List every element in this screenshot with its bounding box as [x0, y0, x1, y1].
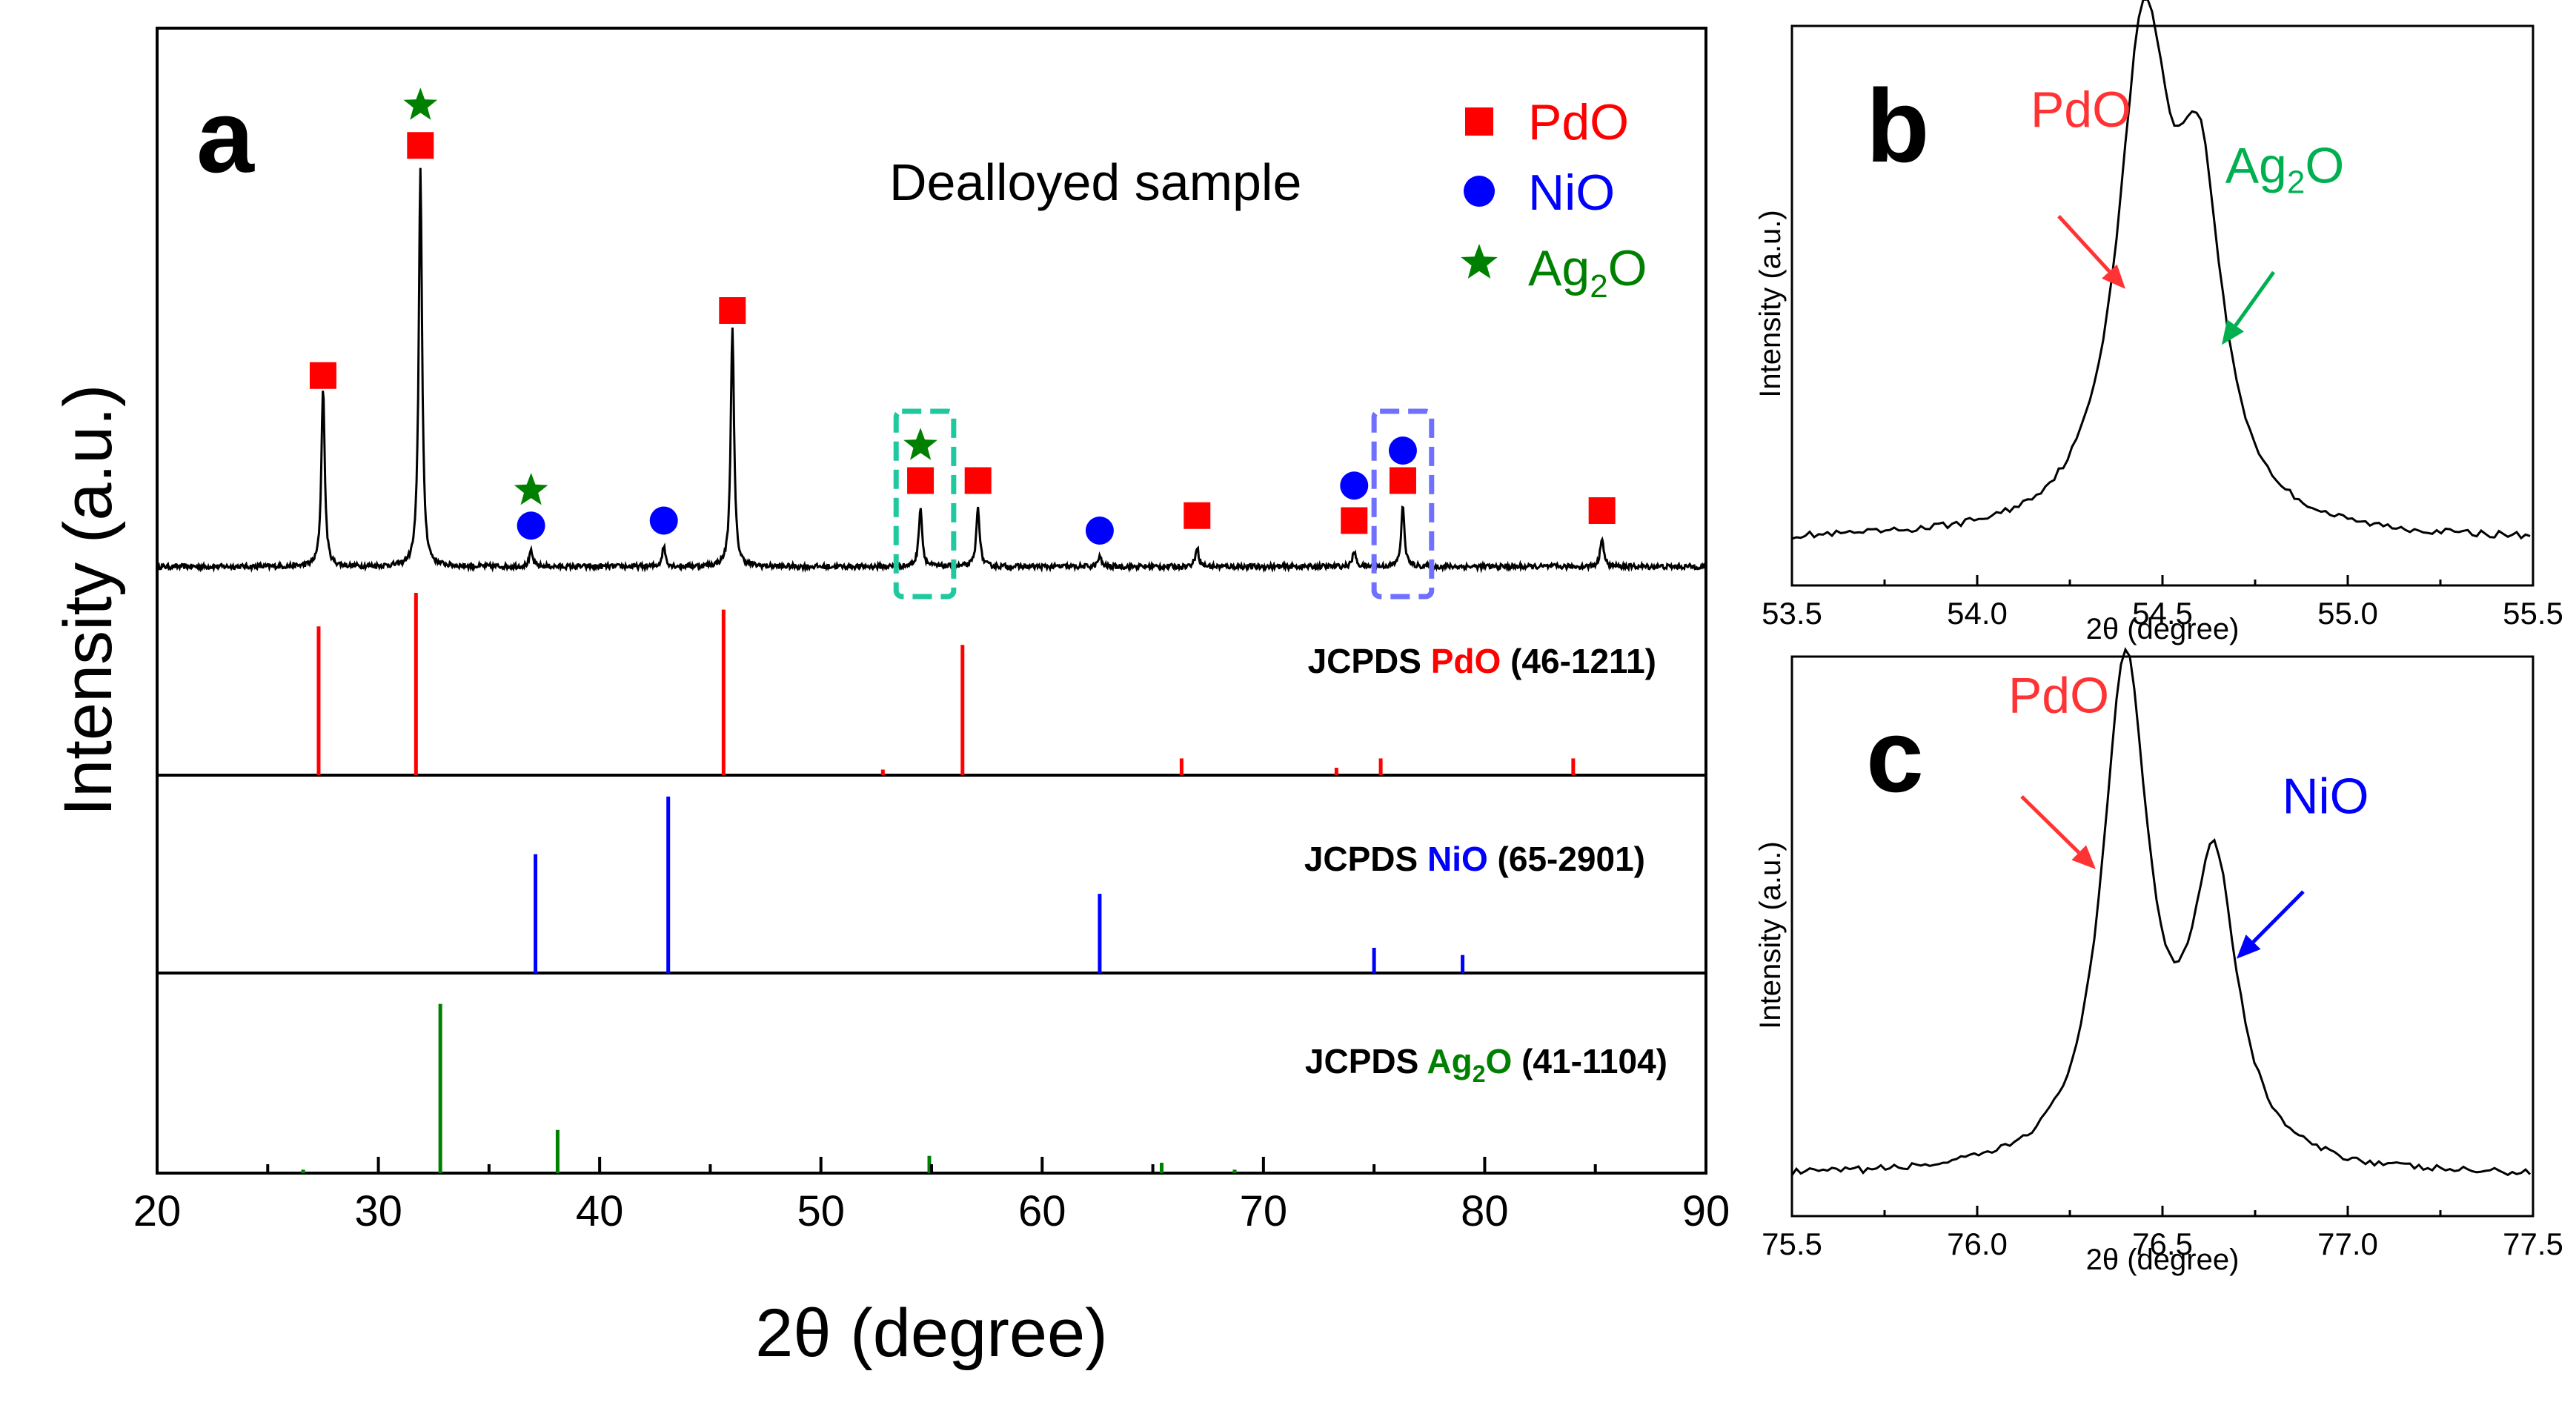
panel-b-annotation-arrowhead-0 — [2102, 264, 2125, 289]
peak-marker-nio-15 — [1388, 436, 1417, 465]
reference-pdo: JCPDS PdO (46-1211) — [316, 593, 1656, 775]
panel-a-x-tick-label-80: 80 — [1461, 1187, 1509, 1235]
panel-b-annotation-arrow-1 — [2234, 270, 2276, 327]
panel-b-x-axis-title: 2θ (degree) — [2086, 613, 2240, 645]
panel-b-x-tick-label-55-5: 55.5 — [2503, 596, 2563, 631]
panel-c-annotation-arrow-1 — [2251, 890, 2305, 943]
panel-b-x-tick-label-53-5: 53.5 — [1762, 596, 1822, 631]
panel-a-y-axis-title: Intensity (a.u.) — [50, 385, 126, 817]
panel-c-trace — [1790, 647, 2532, 1177]
panel-a-x-tick-label-70: 70 — [1240, 1187, 1288, 1235]
panel-c-x-axis-title: 2θ (degree) — [2086, 1244, 2240, 1276]
panel-c-x-tick-label-76-5: 76.5 — [2132, 1226, 2193, 1261]
peak-marker-pdo-0 — [309, 362, 336, 389]
panel-a-sample-label: Dealloyed sample — [889, 153, 1301, 211]
panel-b-annotation-0: PdO — [2031, 82, 2131, 138]
peak-marker-pdo-9 — [964, 467, 992, 494]
legend-label-ag2o: Ag2O — [1528, 240, 1647, 305]
panel-b-x-tick-label-54-5: 54.5 — [2132, 596, 2193, 631]
panel-b-x-tick-label-54: 54.0 — [1947, 596, 2008, 631]
peak-marker-pdo-11 — [1184, 502, 1211, 529]
peak-marker-pdo-6 — [719, 297, 746, 324]
panel-b-annotation-1: Ag2O — [2225, 137, 2345, 200]
panel-b-y-axis-title: Intensity (a.u.) — [1754, 210, 1787, 397]
panel-b-x-axis: 53.5 54.0 54.5 55.0 55.5 — [1762, 575, 2563, 631]
legend-marker-nio — [1464, 176, 1495, 207]
panel-a-x-tick-label-20: 20 — [133, 1187, 182, 1235]
panel-b-x-tick-label-55: 55.0 — [2317, 596, 2378, 631]
panel-a-letter: a — [196, 78, 255, 194]
panel-c-annotation-arrow-0 — [2020, 794, 2080, 854]
peak-marker-nio-3 — [517, 511, 545, 540]
panel-b-annotation-arrow-0 — [2057, 215, 2111, 273]
panel-c-x-tick-label-76: 76.0 — [1947, 1226, 2008, 1261]
peak-marker-ag2o-2 — [403, 87, 438, 120]
peak-marker-pdo-12 — [1341, 507, 1368, 534]
panel-c: c PdO NiO 75.5 76.0 76.5 77.0 77.5 2θ (degree… — [1754, 647, 2563, 1276]
peak-marker-pdo-1 — [407, 132, 434, 159]
panel-a-x-tick-label-60: 60 — [1018, 1187, 1066, 1235]
panel-c-x-axis: 75.5 76.0 76.5 77.0 77.5 — [1762, 1206, 2563, 1261]
peak-marker-pdo-7 — [907, 467, 935, 494]
peak-marker-pdo-14 — [1389, 467, 1416, 494]
legend-label-pdo: PdO — [1528, 94, 1629, 150]
panel-c-annotation-0: PdO — [2008, 668, 2109, 724]
reference-nio-label: JCPDS NiO (65-2901) — [1304, 840, 1645, 878]
peak-marker-nio-13 — [1340, 471, 1369, 500]
panel-a-x-axis: 20 30 40 50 60 70 80 90 — [133, 1157, 1730, 1235]
panel-b-trace — [1791, 0, 2531, 540]
highlight-box-1 — [1371, 408, 1435, 600]
peak-marker-ag2o-4 — [514, 473, 548, 505]
panel-a-legend: PdO NiO Ag2O — [1461, 94, 1647, 305]
legend-marker-ag2o — [1461, 244, 1498, 279]
panel-c-annotation-arrowhead-1 — [2237, 934, 2261, 959]
panel-c-x-tick-label-75-5: 75.5 — [1762, 1226, 1822, 1261]
panel-a-highlight-boxes — [893, 408, 1435, 600]
panel-c-xrd-trace — [1790, 647, 2532, 1177]
panel-c-y-axis-title: Intensity (a.u.) — [1754, 841, 1787, 1029]
peak-marker-nio-10 — [1085, 517, 1114, 545]
panel-c-annotations: PdO NiO — [2008, 668, 2369, 959]
panel-c-annotation-1: NiO — [2282, 768, 2368, 824]
highlight-box-0 — [893, 408, 957, 600]
panel-a-peak-markers — [309, 87, 1616, 545]
panel-a-x-tick-label-90: 90 — [1682, 1187, 1730, 1235]
panel-c-letter: c — [1866, 697, 1924, 814]
panel-b: b PdO Ag2O 53.5 54.0 54.5 55.0 55.5 2θ (degre… — [1754, 0, 2563, 645]
reference-ag2o-label: JCPDS Ag2O (41-1104) — [1305, 1042, 1667, 1087]
panel-a: a Dealloyed sample PdO NiO Ag2O JCPDS Pd… — [50, 27, 1730, 1371]
peak-marker-nio-5 — [649, 506, 678, 535]
peak-marker-pdo-16 — [1588, 497, 1616, 524]
legend-label-nio: NiO — [1528, 165, 1615, 221]
panel-a-sample-trace — [156, 167, 1707, 574]
reference-nio: JCPDS NiO (65-2901) — [534, 796, 1645, 973]
panel-b-letter: b — [1866, 67, 1930, 184]
panel-c-x-tick-label-77-5: 77.5 — [2503, 1226, 2563, 1261]
panel-a-x-tick-label-40: 40 — [576, 1187, 624, 1235]
panel-b-annotation-arrowhead-1 — [2222, 319, 2244, 345]
panel-a-x-axis-title: 2θ (degree) — [755, 1295, 1108, 1371]
panel-b-xrd-trace — [1791, 0, 2531, 540]
legend-marker-pdo — [1465, 107, 1493, 136]
panel-a-sample-pattern — [156, 167, 1707, 574]
panel-a-x-tick-label-30: 30 — [354, 1187, 402, 1235]
panel-a-x-tick-label-50: 50 — [797, 1187, 845, 1235]
panel-c-annotation-arrowhead-0 — [2071, 845, 2096, 869]
reference-ag2o: JCPDS Ag2O (41-1104) — [301, 1003, 1667, 1173]
peak-marker-ag2o-8 — [903, 428, 937, 460]
panel-c-x-tick-label-77: 77.0 — [2317, 1226, 2378, 1261]
panel-b-annotations: PdO Ag2O — [2031, 82, 2344, 345]
reference-pdo-label: JCPDS PdO (46-1211) — [1308, 642, 1656, 680]
